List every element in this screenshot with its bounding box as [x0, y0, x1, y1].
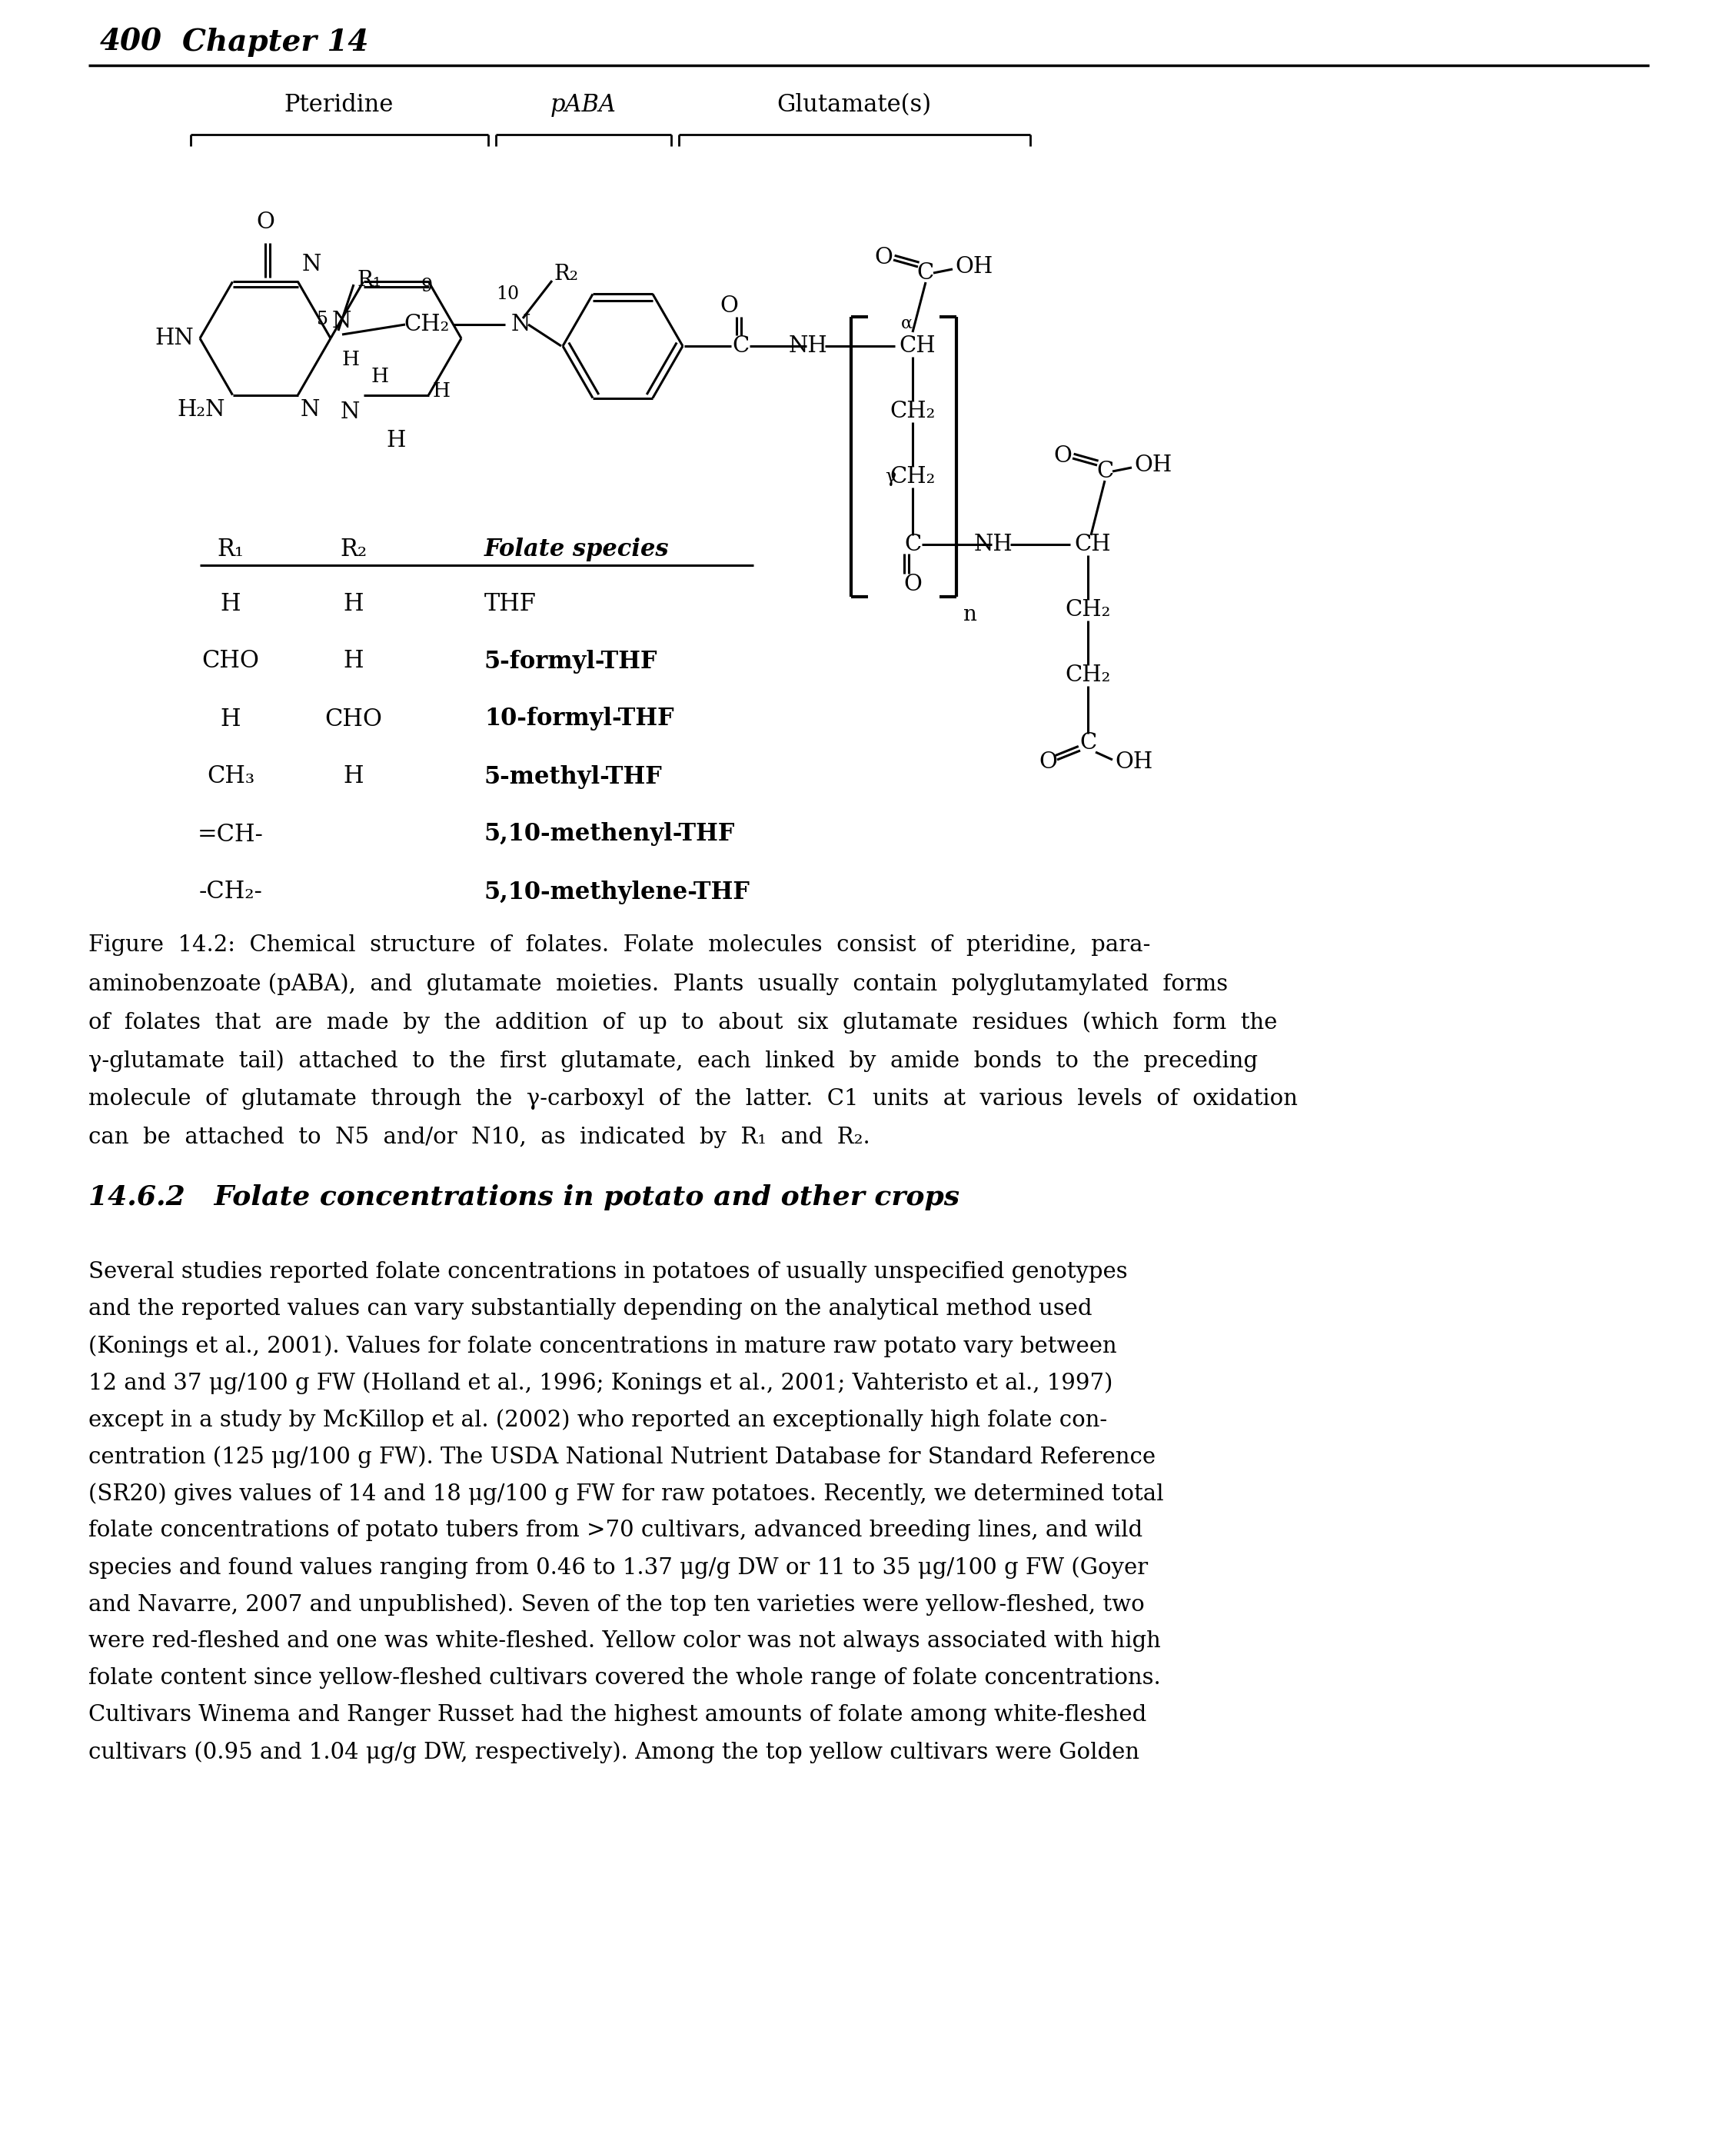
Text: Chapter 14: Chapter 14: [161, 28, 368, 58]
Text: CH: CH: [899, 335, 936, 356]
Text: C: C: [1095, 461, 1113, 482]
Text: folate content since yellow-fleshed cultivars covered the whole range of folate : folate content since yellow-fleshed cult…: [89, 1667, 1161, 1688]
Text: O: O: [875, 248, 892, 269]
Text: n: n: [962, 604, 976, 625]
Text: C: C: [1080, 732, 1097, 753]
Text: N: N: [332, 312, 352, 333]
Text: 5,10-methenyl-THF: 5,10-methenyl-THF: [484, 822, 736, 847]
Text: CH₂: CH₂: [891, 401, 936, 423]
Text: can  be  attached  to  N5  and/or  N10,  as  indicated  by  R₁  and  R₂.: can be attached to N5 and/or N10, as ind…: [89, 1127, 870, 1148]
Text: N: N: [302, 254, 321, 275]
Text: and the reported values can vary substantially depending on the analytical metho: and the reported values can vary substan…: [89, 1297, 1092, 1319]
Text: H: H: [342, 350, 359, 369]
Text: Several studies reported folate concentrations in potatoes of usually unspecifie: Several studies reported folate concentr…: [89, 1261, 1128, 1283]
Text: OH: OH: [1134, 455, 1172, 476]
Text: NH: NH: [974, 534, 1012, 555]
Text: CHO: CHO: [201, 649, 259, 672]
Text: γ-glutamate  tail)  attached  to  the  first  glutamate,  each  linked  by  amid: γ-glutamate tail) attached to the first …: [89, 1050, 1259, 1071]
Text: Glutamate(s): Glutamate(s): [776, 94, 932, 117]
Text: R₁: R₁: [358, 271, 382, 290]
Text: CHO: CHO: [325, 706, 382, 732]
Text: CH₂: CH₂: [1066, 664, 1111, 685]
Text: H₂N: H₂N: [177, 399, 226, 420]
Text: H: H: [432, 382, 450, 401]
Text: (Konings et al., 2001). Values for folate concentrations in mature raw potato va: (Konings et al., 2001). Values for folat…: [89, 1336, 1116, 1357]
Text: Figure  14.2:  Chemical  structure  of  folates.  Folate  molecules  consist  of: Figure 14.2: Chemical structure of folat…: [89, 935, 1151, 956]
Text: 5-methyl-THF: 5-methyl-THF: [484, 764, 663, 790]
Text: H: H: [344, 591, 365, 615]
Text: H: H: [385, 429, 406, 450]
Text: CH₂: CH₂: [1066, 600, 1111, 621]
Text: C: C: [733, 335, 748, 356]
Text: Pteridine: Pteridine: [285, 94, 394, 117]
Text: O: O: [257, 211, 274, 233]
Text: (SR20) gives values of 14 and 18 μg/100 g FW for raw potatoes. Recently, we dete: (SR20) gives values of 14 and 18 μg/100 …: [89, 1483, 1163, 1504]
Text: CH₃: CH₃: [207, 764, 255, 790]
Text: H: H: [220, 706, 241, 732]
Text: 5,10-methylene-THF: 5,10-methylene-THF: [484, 879, 750, 905]
Text: aminobenzoate (pABA),  and  glutamate  moieties.  Plants  usually  contain  poly: aminobenzoate (pABA), and glutamate moie…: [89, 973, 1227, 994]
Text: R₁: R₁: [217, 538, 245, 561]
Text: and Navarre, 2007 and unpublished). Seven of the top ten varieties were yellow-f: and Navarre, 2007 and unpublished). Seve…: [89, 1594, 1144, 1615]
Text: molecule  of  glutamate  through  the  γ-carboxyl  of  the  latter.  C1  units  : molecule of glutamate through the γ-carb…: [89, 1088, 1299, 1110]
Text: NH: NH: [788, 335, 828, 356]
Text: 5-formyl-THF: 5-formyl-THF: [484, 649, 658, 672]
Text: =CH-: =CH-: [198, 822, 264, 847]
Text: R₂: R₂: [554, 265, 578, 286]
Text: Folate species: Folate species: [484, 538, 670, 561]
Text: species and found values ranging from 0.46 to 1.37 μg/g DW or 11 to 35 μg/100 g : species and found values ranging from 0.…: [89, 1556, 1147, 1579]
Text: CH₂: CH₂: [891, 465, 936, 487]
Text: O: O: [903, 574, 922, 595]
Text: centration (125 μg/100 g FW). The USDA National Nutrient Database for Standard R: centration (125 μg/100 g FW). The USDA N…: [89, 1445, 1156, 1468]
Text: were red-fleshed and one was white-fleshed. Yellow color was not always associat: were red-fleshed and one was white-flesh…: [89, 1630, 1161, 1652]
Text: pABA: pABA: [550, 94, 616, 117]
Text: α: α: [901, 316, 913, 333]
Text: except in a study by McKillop et al. (2002) who reported an exceptionally high f: except in a study by McKillop et al. (20…: [89, 1408, 1108, 1432]
Text: 10-formyl-THF: 10-formyl-THF: [484, 706, 674, 732]
Text: R₂: R₂: [340, 538, 366, 561]
Text: 5: 5: [318, 312, 328, 329]
Text: of  folates  that  are  made  by  the  addition  of  up  to  about  six  glutama: of folates that are made by the addition…: [89, 1012, 1278, 1033]
Text: N: N: [340, 401, 359, 423]
Text: HN: HN: [155, 329, 194, 350]
Text: O: O: [1054, 446, 1071, 467]
Text: H: H: [344, 764, 365, 790]
Text: CH₂: CH₂: [404, 314, 450, 335]
Text: 14.6.2   Folate concentrations in potato and other crops: 14.6.2 Folate concentrations in potato a…: [89, 1184, 960, 1210]
Text: H: H: [344, 649, 365, 672]
Text: H: H: [372, 367, 389, 386]
Text: C: C: [904, 534, 922, 555]
Text: H: H: [220, 591, 241, 615]
Text: 10: 10: [496, 286, 519, 303]
Text: 9: 9: [420, 277, 432, 294]
Text: γ: γ: [885, 467, 896, 487]
Text: 400: 400: [101, 28, 161, 58]
Text: CH: CH: [1075, 534, 1111, 555]
Text: -CH₂-: -CH₂-: [200, 879, 262, 905]
Text: Cultivars Winema and Ranger Russet had the highest amounts of folate among white: Cultivars Winema and Ranger Russet had t…: [89, 1705, 1146, 1726]
Text: OH: OH: [955, 256, 993, 277]
Text: O: O: [720, 294, 738, 316]
Text: OH: OH: [1115, 751, 1153, 773]
Text: C: C: [917, 262, 934, 284]
Text: N: N: [300, 399, 319, 420]
Text: 12 and 37 μg/100 g FW (Holland et al., 1996; Konings et al., 2001; Vahteristo et: 12 and 37 μg/100 g FW (Holland et al., 1…: [89, 1372, 1113, 1394]
Text: O: O: [1038, 751, 1057, 773]
Text: cultivars (0.95 and 1.04 μg/g DW, respectively). Among the top yellow cultivars : cultivars (0.95 and 1.04 μg/g DW, respec…: [89, 1741, 1139, 1763]
Text: N: N: [512, 314, 531, 335]
Text: folate concentrations of potato tubers from >70 cultivars, advanced breeding lin: folate concentrations of potato tubers f…: [89, 1519, 1142, 1541]
Text: THF: THF: [484, 591, 536, 615]
